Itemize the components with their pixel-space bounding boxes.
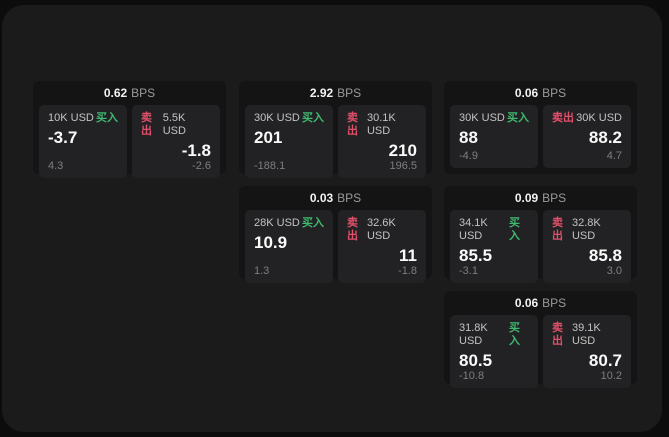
buy-amount: 10K USD <box>48 112 94 124</box>
sell-price: 85.8 <box>588 246 622 265</box>
quote-card: 0.09 BPS 34.1K USD 买入 85.5 -3.1 卖出 32.8K… <box>444 186 637 283</box>
bps-value: 0.03 <box>309 191 334 205</box>
buy-price: 85.5 <box>459 246 493 265</box>
card-header: 0.03 BPS <box>239 186 432 210</box>
buy-quote-tile[interactable]: 10K USD 买入 -3.7 4.3 <box>39 105 127 178</box>
card-header: 2.92 BPS <box>239 81 432 105</box>
sell-price: -1.8 <box>181 141 211 160</box>
sell-delta: 10.2 <box>600 370 622 382</box>
sell-quote-tile[interactable]: 卖出 30K USD 88.2 4.7 <box>543 105 631 168</box>
buy-quote-tile[interactable]: 34.1K USD 买入 85.5 -3.1 <box>450 210 538 283</box>
buy-delta: 4.3 <box>48 160 64 172</box>
sell-delta: -2.6 <box>192 160 211 172</box>
card-body: 31.8K USD 买入 80.5 -10.8 卖出 39.1K USD 80.… <box>444 315 637 394</box>
buy-quote-tile[interactable]: 28K USD 买入 10.9 1.3 <box>245 210 333 283</box>
sell-delta: 3.0 <box>606 265 622 277</box>
buy-delta: -4.9 <box>459 150 478 162</box>
buy-delta: 1.3 <box>254 265 270 277</box>
sell-amount: 39.1K USD <box>571 322 601 347</box>
sell-label: 卖出 <box>347 217 358 242</box>
quote-card: 2.92 BPS 30K USD 买入 201 -188.1 卖出 30.1K … <box>239 81 432 178</box>
sell-price: 11 <box>399 246 417 265</box>
buy-price: 10.9 <box>254 233 288 252</box>
sell-label: 卖出 <box>347 112 358 137</box>
buy-label: 买入 <box>302 217 324 229</box>
card-body: 30K USD 买入 88 -4.9 卖出 30K USD 88.2 4.7 <box>444 105 637 174</box>
sell-delta: 196.5 <box>389 160 417 172</box>
sell-label: 卖出 <box>552 112 574 124</box>
sell-label: 卖出 <box>141 112 152 137</box>
sell-price: 80.7 <box>588 351 622 370</box>
buy-label: 买入 <box>507 112 529 124</box>
buy-delta: -188.1 <box>254 160 286 172</box>
card-header: 0.62 BPS <box>33 81 226 105</box>
quote-card: 0.06 BPS 30K USD 买入 88 -4.9 卖出 30K USD 8… <box>444 81 637 174</box>
bps-value: 2.92 <box>309 86 334 100</box>
quote-card: 0.06 BPS 31.8K USD 买入 80.5 -10.8 卖出 39.1… <box>444 291 637 388</box>
buy-price: 88 <box>459 128 478 147</box>
sell-label: 卖出 <box>552 217 563 242</box>
buy-label: 买入 <box>509 217 521 242</box>
sell-amount: 5.5K USD <box>162 112 186 137</box>
card-body: 34.1K USD 买入 85.5 -3.1 卖出 32.8K USD 85.8… <box>444 210 637 289</box>
bps-value: 0.06 <box>514 86 539 100</box>
buy-label: 买入 <box>509 322 521 347</box>
sell-quote-tile[interactable]: 卖出 32.8K USD 85.8 3.0 <box>543 210 631 283</box>
buy-label: 买入 <box>302 112 324 124</box>
bps-value: 0.62 <box>103 86 128 100</box>
sell-quote-tile[interactable]: 卖出 32.6K USD 11 -1.8 <box>338 210 426 283</box>
buy-quote-tile[interactable]: 30K USD 买入 88 -4.9 <box>450 105 538 168</box>
bps-unit: BPS <box>542 296 567 310</box>
bps-value: 0.09 <box>514 191 539 205</box>
buy-amount: 30K USD <box>254 112 300 124</box>
buy-amount: 28K USD <box>254 217 300 229</box>
sell-price: 88.2 <box>588 128 622 147</box>
sell-quote-tile[interactable]: 卖出 30.1K USD 210 196.5 <box>338 105 426 178</box>
card-header: 0.06 BPS <box>444 81 637 105</box>
bps-unit: BPS <box>542 86 567 100</box>
buy-delta: -3.1 <box>459 265 478 277</box>
sell-amount: 30K USD <box>576 112 622 124</box>
buy-price: -3.7 <box>48 128 78 147</box>
sell-quote-tile[interactable]: 卖出 5.5K USD -1.8 -2.6 <box>132 105 220 178</box>
buy-delta: -10.8 <box>459 370 485 382</box>
quote-card: 0.62 BPS 10K USD 买入 -3.7 4.3 卖出 5.5K USD… <box>33 81 226 178</box>
buy-label: 买入 <box>96 112 118 124</box>
card-header: 0.06 BPS <box>444 291 637 315</box>
card-body: 30K USD 买入 201 -188.1 卖出 30.1K USD 210 1… <box>239 105 432 184</box>
buy-quote-tile[interactable]: 30K USD 买入 201 -188.1 <box>245 105 333 178</box>
sell-quote-tile[interactable]: 卖出 39.1K USD 80.7 10.2 <box>543 315 631 388</box>
bps-value: 0.06 <box>514 296 539 310</box>
card-body: 10K USD 买入 -3.7 4.3 卖出 5.5K USD -1.8 -2.… <box>33 105 226 184</box>
buy-price: 201 <box>254 128 283 147</box>
buy-amount: 30K USD <box>459 112 505 124</box>
sell-label: 卖出 <box>552 322 563 347</box>
bps-unit: BPS <box>337 86 362 100</box>
sell-price: 210 <box>388 141 417 160</box>
card-body: 28K USD 买入 10.9 1.3 卖出 32.6K USD 11 -1.8 <box>239 210 432 289</box>
buy-quote-tile[interactable]: 31.8K USD 买入 80.5 -10.8 <box>450 315 538 388</box>
bps-unit: BPS <box>337 191 362 205</box>
bps-unit: BPS <box>131 86 156 100</box>
bps-unit: BPS <box>542 191 567 205</box>
quote-card: 0.03 BPS 28K USD 买入 10.9 1.3 卖出 32.6K US… <box>239 186 432 283</box>
sell-amount: 32.8K USD <box>571 217 601 242</box>
buy-price: 80.5 <box>459 351 493 370</box>
sell-amount: 30.1K USD <box>366 112 396 137</box>
sell-amount: 32.6K USD <box>366 217 396 242</box>
buy-amount: 34.1K USD <box>459 217 488 242</box>
sell-delta: -1.8 <box>398 265 417 277</box>
card-header: 0.09 BPS <box>444 186 637 210</box>
sell-delta: 4.7 <box>606 150 622 162</box>
buy-amount: 31.8K USD <box>459 322 488 347</box>
